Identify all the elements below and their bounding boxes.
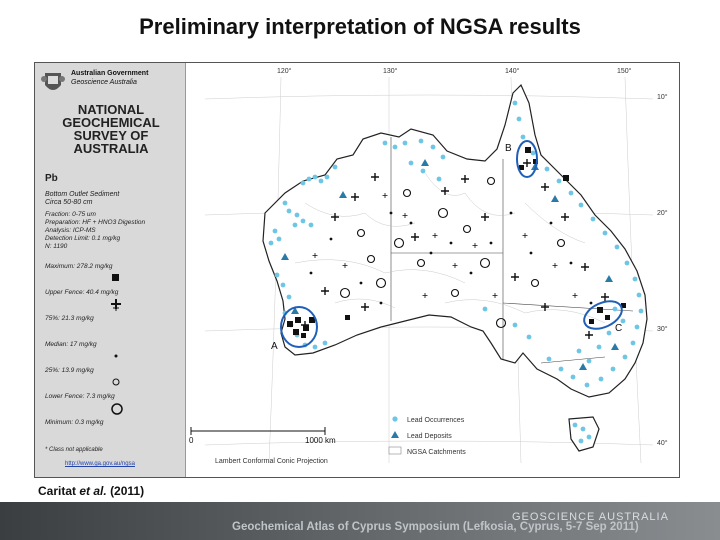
annotation-label-c: C (615, 323, 622, 334)
annotation-label-b: B (505, 143, 512, 154)
australia-map: 120° 130° 140° 150° 10° 20° 30° 40° (189, 67, 668, 465)
longitude-label: 140° (505, 67, 520, 75)
survey-title-line: AUSTRALIA (73, 141, 149, 156)
class-label: Minimum: 0.3 mg/kg (45, 419, 104, 426)
longitude-label: 130° (383, 67, 398, 75)
sample-type: Bottom Outlet Sediment Circa 50-80 cm (45, 191, 119, 207)
brand-logo: GEOSCIENCE AUSTRALIA (512, 511, 669, 523)
coat-of-arms-icon (41, 73, 65, 90)
lead-deposit-icon (391, 431, 399, 438)
low-circles (339, 176, 566, 329)
element-label: Pb (45, 173, 58, 184)
class-lower-fence: Lower Fence: 7.3 mg/kg (45, 393, 181, 415)
lead-deposits (281, 159, 619, 370)
class-maximum: Maximum: 278.2 mg/kg (45, 263, 181, 281)
sample-line: Bottom Outlet Sediment (45, 191, 120, 198)
anomaly-ellipse-a (280, 306, 318, 348)
gov-line1: Australian Government (71, 70, 149, 77)
map-frame: Australian Government Geoscience Austral… (34, 62, 680, 478)
longitude-label: 150° (617, 67, 632, 75)
small-crosses (312, 193, 578, 298)
scale-end: 1000 km (305, 436, 336, 445)
government-header: Australian Government Geoscience Austral… (39, 67, 181, 101)
lead-occurrence-icon (392, 416, 398, 422)
footer-bar (0, 502, 720, 540)
slide-title: Preliminary interpretation of NGSA resul… (139, 14, 581, 39)
class-upper-fence: Upper Fence: 40.4 mg/kg (45, 289, 181, 309)
catchment-icon (388, 446, 402, 455)
legend-panel: Australian Government Geoscience Austral… (35, 63, 186, 477)
survey-url-link[interactable]: http://www.ga.gov.au/ngsa (65, 461, 135, 467)
anomaly-ellipse-b (516, 140, 538, 178)
citation-prefix: Caritat (38, 484, 77, 498)
catchment-lines (294, 172, 606, 324)
citation: Caritat et al. (2011) (38, 484, 144, 498)
class-25: 25%: 13.9 mg/kg (45, 367, 181, 386)
australia-mainland (262, 83, 648, 398)
scale-start: 0 (189, 436, 194, 445)
class-label: Lower Fence: 7.3 mg/kg (45, 393, 115, 400)
class-75: 75%: 21.3 mg/kg (45, 305, 181, 322)
latitude-label: 10° (657, 93, 668, 101)
latitude-label: 20° (657, 209, 668, 217)
class-median: Median: 17 mg/kg (45, 341, 181, 358)
method-block: Fraction: 0-75 um Preparation: HF + HNO3… (45, 211, 181, 251)
citation-year: (2011) (110, 484, 145, 498)
class-label: 75%: 21.3 mg/kg (45, 315, 94, 322)
map-legend-occurrences: Lead Occurrences (407, 417, 465, 424)
survey-title: NATIONAL GEOCHEMICAL SURVEY OF AUSTRALIA (41, 103, 181, 155)
circle-small-icon (112, 378, 120, 386)
survey-title-line: GEOCHEMICAL (62, 115, 160, 130)
maximum-squares (287, 147, 626, 338)
method-line: Detection Limit: 0.1 mg/kg (45, 235, 121, 242)
median-dots (309, 211, 593, 305)
anomaly-ellipses (280, 140, 623, 348)
class-minimum: Minimum: 0.3 mg/kg (45, 419, 181, 426)
circle-large-icon (111, 403, 123, 415)
latitude-label: 40° (657, 439, 668, 447)
annotation-label-a: A (271, 341, 278, 352)
method-line: Fraction: 0-75 um (45, 211, 96, 218)
dot-icon (114, 354, 118, 358)
map-legend-catchments: NGSA Catchments (407, 449, 466, 456)
longitude-label: 120° (277, 67, 292, 75)
scale-bar: 0 1000 km Lambert Conformal Conic Projec… (189, 427, 336, 465)
survey-title-line: NATIONAL (77, 102, 145, 117)
state-borders (390, 137, 634, 364)
citation-etal: et al. (79, 484, 107, 498)
latitude-label: 30° (657, 325, 668, 333)
class-label: Median: 17 mg/kg (45, 341, 97, 348)
map-legend-deposits: Lead Deposits (407, 433, 452, 440)
map-legend: Lead Occurrences Lead Deposits NGSA Catc… (388, 416, 466, 456)
footer-text: Geochemical Atlas of Cyprus Symposium (L… (232, 521, 639, 533)
class-label: 25%: 13.9 mg/kg (45, 367, 94, 374)
method-line: N: 1190 (45, 243, 68, 250)
class-label: Upper Fence: 40.4 mg/kg (45, 289, 119, 296)
anomaly-ellipse-c (583, 300, 623, 330)
square-large-icon (112, 274, 119, 281)
method-line: Analysis: ICP-MS (45, 227, 96, 234)
method-line: Preparation: HF + HNO3 Digestion (45, 219, 146, 226)
tasmania (568, 416, 600, 452)
gov-line2: Geoscience Australia (71, 79, 137, 86)
survey-title-line: SURVEY OF (73, 128, 149, 143)
class-note: * Class not applicable (45, 447, 103, 453)
cross-small-icon (113, 305, 119, 311)
projection-label: Lambert Conformal Conic Projection (215, 458, 328, 465)
sample-line: Circa 50-80 cm (45, 199, 93, 206)
class-label: Maximum: 278.2 mg/kg (45, 263, 113, 270)
